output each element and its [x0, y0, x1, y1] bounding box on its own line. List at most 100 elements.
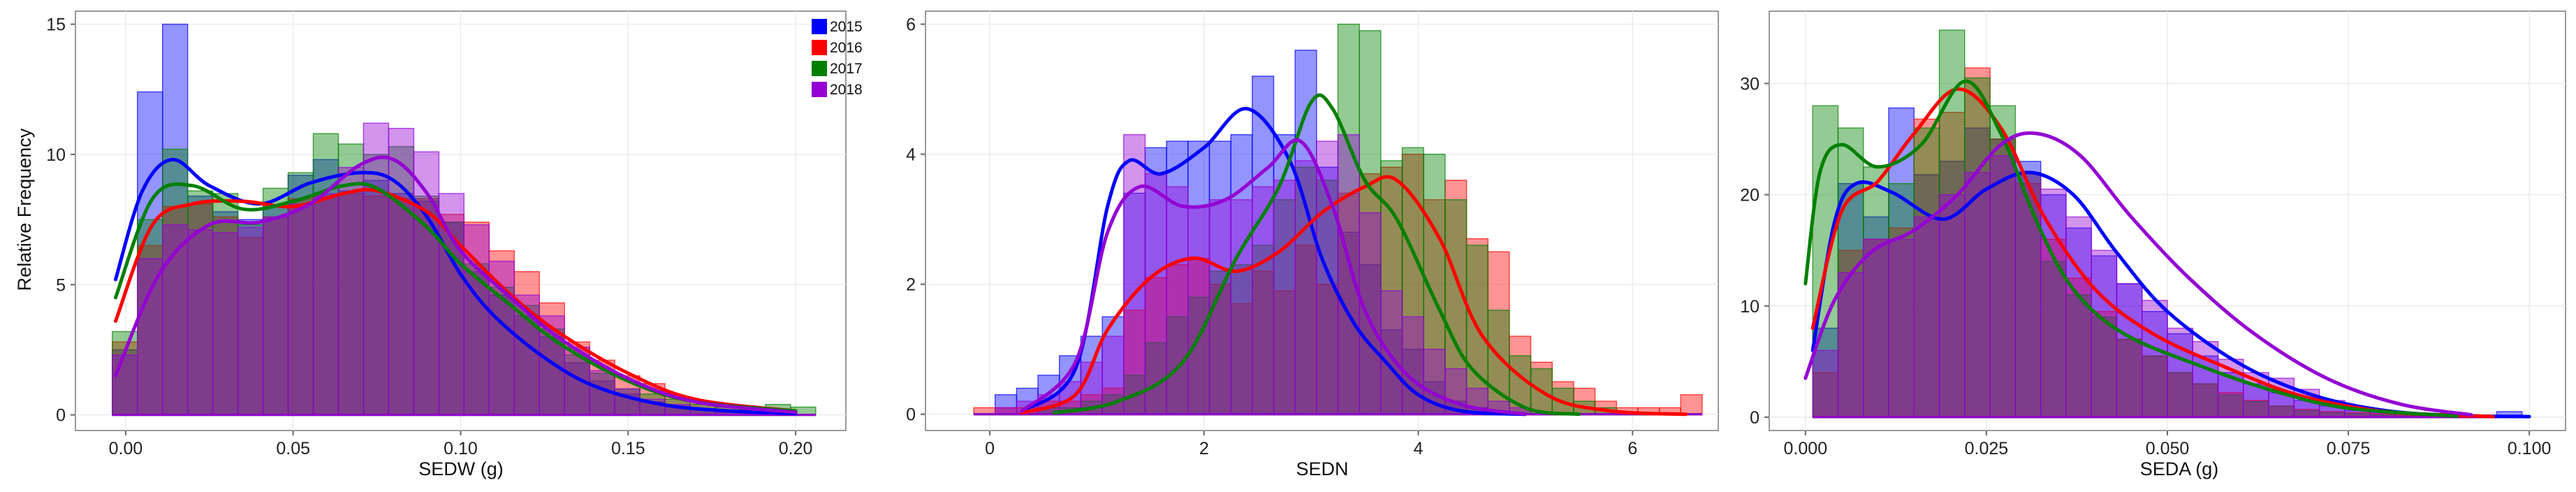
hist-bar-2017 [1316, 180, 1339, 415]
x-tick-label: 0.000 [1784, 439, 1828, 458]
hist-bar-2017 [1444, 199, 1468, 415]
hist-bar-2018 [1316, 140, 1339, 415]
y-tick-label: 15 [46, 15, 66, 35]
x-tick-label: 0.20 [779, 439, 813, 458]
hist-bar-2015 [539, 336, 565, 416]
hist-bar-2018 [1230, 199, 1253, 415]
hist-bars-sedw [112, 23, 817, 416]
y-tick-label: 20 [1740, 186, 1759, 205]
kde-line-2018 [1020, 138, 1528, 417]
hist-bar-2018 [1837, 272, 1864, 418]
kde-line-2015 [1020, 106, 1528, 417]
hist-bar-2018 [1938, 194, 1966, 418]
hist-bar-2015 [262, 205, 289, 416]
hist-bar-2015 [2065, 227, 2092, 418]
hist-bar-2017 [136, 219, 163, 416]
x-tick-label: 4 [1414, 439, 1424, 458]
kde-line-2018 [1803, 131, 2473, 417]
legend-label-2015: 2015 [830, 19, 863, 35]
x-tick-label: 6 [1627, 439, 1637, 458]
hist-bar-2018 [237, 226, 264, 416]
hist-bar-2018 [2065, 216, 2092, 418]
y-tick-label: 6 [906, 15, 916, 35]
hist-bar-2016 [1080, 394, 1103, 415]
x-axis-label: SEDW (g) [418, 458, 504, 479]
legend-label-2016: 2016 [830, 40, 863, 56]
hist-bar-2017 [388, 146, 415, 416]
hist-bar-2018 [2167, 327, 2193, 418]
kde-line-2015 [114, 157, 798, 416]
x-tick-label: 0.050 [2146, 439, 2190, 458]
x-tick-label: 0.100 [2508, 439, 2552, 458]
hist-bar-2018 [1964, 172, 1991, 418]
legend-label-2017: 2017 [830, 61, 863, 77]
y-tick-label: 10 [46, 145, 66, 165]
hist-bar-2017 [1888, 183, 1915, 418]
chart-panel-sedw: 0.00 0.05 0.10 0.15 0.20 0 5 10 15 SEDW (g) Rel… [14, 10, 863, 479]
hist-bar-2018 [413, 151, 440, 416]
x-tick-label: 0 [985, 439, 995, 458]
hist-bar-2018 [187, 229, 214, 416]
hist-bar-2018 [614, 388, 641, 416]
hist-bar-2018 [1166, 186, 1189, 415]
hist-bar-2016 [1230, 303, 1253, 415]
hist-bar-2015 [1273, 133, 1296, 415]
hist-bar-2018 [1123, 133, 1146, 415]
hist-bar-2016 [1862, 238, 1889, 418]
hist-bar-2017 [237, 224, 264, 416]
plot-area-sedn [925, 10, 1719, 431]
hist-bar-2017 [1401, 147, 1424, 415]
legend-swatch-2016 [812, 40, 827, 55]
hist-bar-2018 [1401, 316, 1424, 415]
hist-bar-2018 [463, 224, 490, 416]
hist-bar-2018 [1812, 349, 1839, 418]
hist-bar-2018 [262, 216, 289, 416]
kde-line-2016 [114, 187, 798, 413]
hist-bar-2018 [438, 193, 464, 416]
x-tick-label: 0.15 [611, 439, 645, 458]
hist-bar-2018 [2040, 188, 2067, 418]
hist-bar-2016 [2091, 311, 2118, 418]
hist-bar-2018 [2014, 172, 2042, 418]
hist-bar-2017 [1273, 199, 1296, 415]
x-tick-label: 0.00 [109, 439, 143, 458]
hist-bar-2017 [2065, 294, 2092, 418]
hist-bar-2017 [262, 187, 289, 416]
x-tick-label: 0.075 [2327, 439, 2371, 458]
hist-bar-2017 [2141, 355, 2168, 418]
y-tick-label: 10 [1740, 297, 1759, 317]
hist-bar-2018 [1294, 160, 1317, 415]
hist-bar-2018 [337, 166, 365, 416]
x-tick-label: 0.025 [1965, 439, 2009, 458]
hist-bar-2018 [1337, 133, 1360, 415]
hist-bar-2018 [1380, 290, 1403, 415]
hist-bar-2017 [488, 287, 515, 416]
y-tick-label: 0 [906, 405, 916, 425]
hist-bar-2017 [1337, 23, 1360, 415]
hist-bar-2018 [112, 354, 138, 416]
x-ticks-sedn: 0 2 4 6 [985, 430, 1637, 458]
hist-bar-2016 [1144, 277, 1167, 415]
hist-bar-2018 [136, 258, 163, 416]
kde-line-2018 [114, 155, 798, 414]
kde-line-2017 [114, 182, 798, 413]
kde-lines-sedn [974, 93, 1702, 417]
x-ticks-sedw: 0.00 0.05 0.10 0.15 0.20 [109, 430, 813, 458]
hist-bar-2017 [212, 193, 239, 416]
hist-bar-2018 [363, 122, 390, 416]
x-tick-label: 2 [1199, 439, 1209, 458]
hist-bar-2015 [1359, 264, 1382, 415]
y-ticks-sedw: 0 5 10 15 [46, 15, 75, 426]
y-axis-label: Relative Frequency [14, 128, 35, 291]
legend-swatch-2018 [812, 82, 827, 97]
y-tick-label: 2 [906, 275, 916, 295]
hist-bar-2018 [1252, 186, 1275, 415]
y-tick-label: 4 [906, 145, 916, 165]
hist-bar-2016 [1252, 270, 1275, 415]
hist-bar-2018 [1273, 180, 1296, 415]
hist-bar-2016 [1316, 284, 1339, 415]
hist-bar-2015 [1230, 133, 1253, 415]
legend-swatch-2017 [812, 61, 827, 76]
hist-bar-2018 [1862, 238, 1889, 418]
kde-lines-seda [1803, 79, 2531, 419]
